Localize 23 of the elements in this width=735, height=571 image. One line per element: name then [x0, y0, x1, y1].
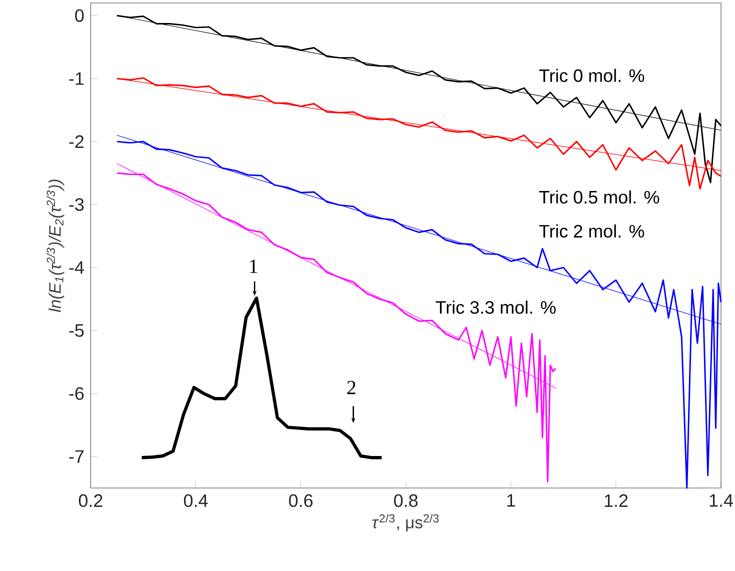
y-tick-label: -6	[69, 387, 84, 400]
x-axis-title: τ$^{2/3}$, μs$^{2/3}$	[372, 514, 439, 532]
x-tick-label: 1.4	[710, 494, 733, 507]
y-tick-label: -7	[69, 450, 84, 463]
x-tick-label: 1	[507, 494, 516, 507]
y-tick-label: -4	[69, 261, 84, 274]
x-tick-label: 0.8	[394, 494, 418, 507]
series-label: Tric 0.5 mol. %	[539, 190, 660, 204]
annotation: 2	[347, 380, 356, 394]
x-tick-label: 0.2	[78, 494, 102, 507]
series-label: Tric 3.3 mol. %	[436, 300, 556, 314]
x-tick-label: 1.2	[604, 494, 628, 507]
y-tick-label: -3	[69, 198, 84, 211]
y-tick-label: -5	[69, 324, 84, 337]
text: ln(E$_{1}$(τ$^{2/3}$)/E$_{2}$(τ$^{2/3}$))	[46, 180, 64, 312]
annotation: 1	[250, 260, 258, 273]
x-tick-label: 0.4	[184, 494, 208, 507]
series-label: Tric 0 mol. %	[539, 68, 644, 82]
y-tick-label: 0	[75, 9, 84, 22]
y-tick-label: -2	[69, 135, 84, 148]
series-label: Tric 2 mol. %	[539, 224, 644, 238]
y-tick-label: -1	[69, 72, 84, 85]
x-tick-label: 0.6	[289, 494, 313, 507]
